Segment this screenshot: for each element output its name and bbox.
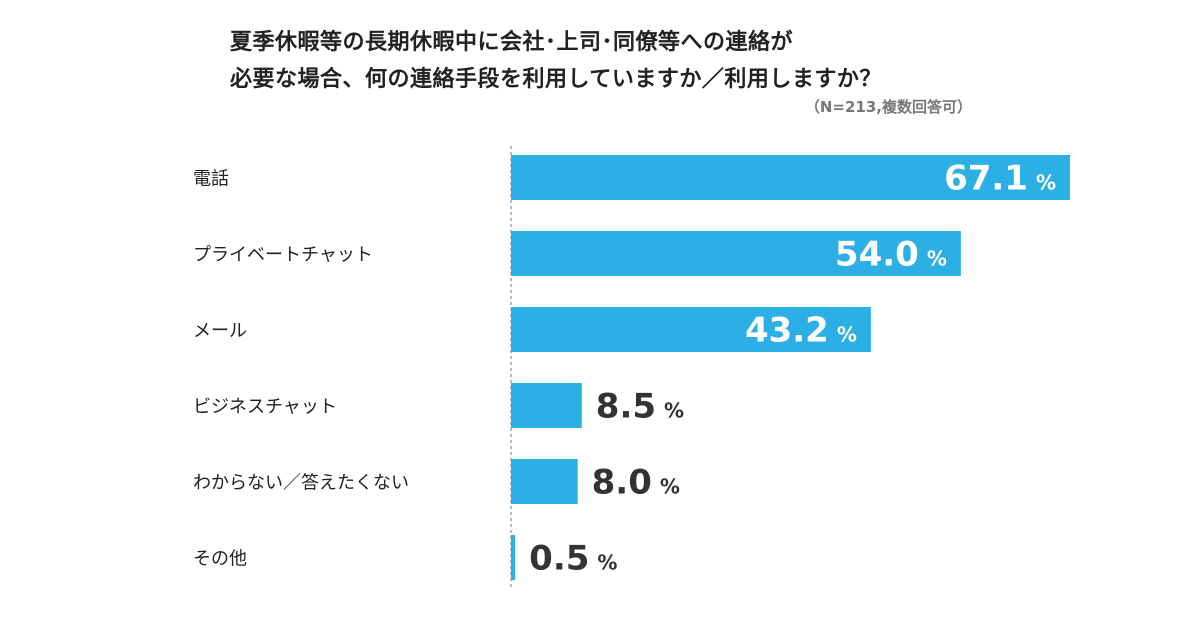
value-number: 8.0 [592, 463, 652, 503]
value-label: 67.1% [944, 159, 1056, 199]
category-label: わからない／答えたくない [193, 473, 409, 494]
bar [511, 307, 871, 352]
category-label: その他 [193, 549, 247, 570]
bar [511, 459, 578, 504]
value-unit: % [597, 551, 617, 575]
value-label: 54.0% [835, 235, 947, 275]
chart-title: 夏季休暇等の長期休暇中に会社･上司･同僚等への連絡が 必要な場合、何の連絡手段を… [230, 30, 882, 92]
value-label: 8.5% [596, 387, 684, 427]
value-number: 67.1 [944, 159, 1028, 199]
value-unit: % [927, 247, 947, 271]
value-number: 43.2 [745, 311, 829, 351]
value-unit: % [1036, 171, 1056, 195]
category-label: 電話 [193, 169, 229, 190]
bar [511, 155, 1070, 200]
chart-subtitle: （N=213,複数回答可） [804, 98, 972, 116]
value-unit: % [660, 475, 680, 499]
bar [511, 231, 961, 276]
value-number: 54.0 [835, 235, 919, 275]
category-label: ビジネスチャット [193, 397, 337, 418]
value-number: 8.5 [596, 387, 656, 427]
category-label: メール [193, 321, 247, 342]
bar [511, 535, 516, 580]
value-label: 43.2% [745, 311, 857, 351]
value-label: 0.5% [529, 539, 617, 579]
value-unit: % [664, 399, 684, 423]
value-label: 8.0% [592, 463, 680, 503]
bar [511, 383, 582, 428]
value-number: 0.5 [529, 539, 589, 579]
value-unit: % [837, 323, 857, 347]
category-label: プライベートチャット [193, 245, 373, 266]
